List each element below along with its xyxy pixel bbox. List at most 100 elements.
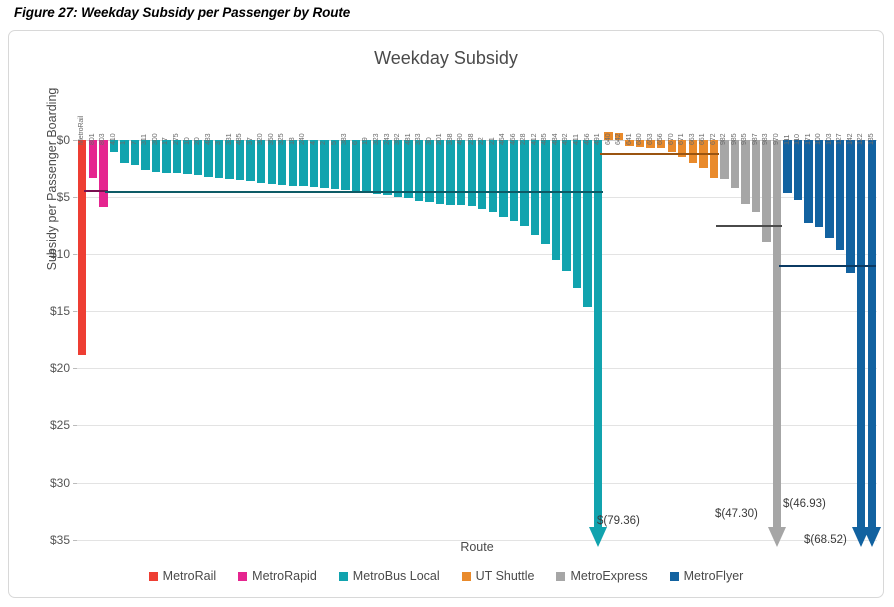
x-axis-title: Route <box>460 540 494 554</box>
bar[interactable] <box>88 140 97 179</box>
bar[interactable] <box>793 140 803 201</box>
y-axis-tick-mark <box>73 539 77 541</box>
y-axis-tick-label: $15 <box>49 304 70 319</box>
bar[interactable] <box>351 140 361 192</box>
x-axis-tick-label: 642 <box>613 133 623 146</box>
bar[interactable] <box>278 140 287 185</box>
bar[interactable] <box>835 140 845 250</box>
bar[interactable] <box>320 140 329 189</box>
bar[interactable] <box>446 140 455 205</box>
chart-legend: MetroRail MetroRapid MetroBus Local UT Shut… <box>9 569 883 583</box>
bar[interactable] <box>657 140 666 149</box>
bar[interactable] <box>562 140 571 272</box>
bar[interactable] <box>488 140 497 212</box>
legend-item[interactable]: MetroBus Local <box>338 569 440 583</box>
bar[interactable] <box>130 140 140 166</box>
bar[interactable] <box>825 140 834 239</box>
bar[interactable] <box>414 140 424 201</box>
bar[interactable] <box>593 140 603 527</box>
bar[interactable] <box>467 140 476 207</box>
bar[interactable] <box>783 140 792 193</box>
bar[interactable] <box>857 140 866 527</box>
bar[interactable] <box>762 140 771 242</box>
x-axis-tick-label: 110 <box>792 134 802 146</box>
bar[interactable] <box>625 140 634 147</box>
bar[interactable] <box>730 140 740 189</box>
bar[interactable] <box>720 140 729 180</box>
legend-item[interactable]: MetroFlyer <box>669 569 743 583</box>
x-axis-tick-label: 483 <box>202 133 212 146</box>
legend-item[interactable]: MetroRail <box>148 569 216 583</box>
x-axis-tick-label: 410 <box>107 133 117 146</box>
x-axis-tick-label: 983 <box>760 133 770 146</box>
bar[interactable] <box>257 140 266 183</box>
bar[interactable] <box>604 131 613 141</box>
bar[interactable] <box>635 140 645 147</box>
bar[interactable] <box>162 140 171 173</box>
bar[interactable] <box>741 140 750 205</box>
bar[interactable] <box>193 140 203 175</box>
bar[interactable] <box>120 140 129 163</box>
bar[interactable] <box>425 140 434 203</box>
bar[interactable] <box>646 140 655 148</box>
gridline <box>77 197 877 199</box>
legend-item[interactable]: MetroRapid <box>238 569 317 583</box>
bar[interactable] <box>109 140 119 153</box>
x-axis-tick-label: 338 <box>444 133 454 146</box>
bar[interactable] <box>846 140 855 273</box>
bar[interactable] <box>78 140 87 355</box>
bar[interactable] <box>751 140 761 212</box>
bar[interactable] <box>709 140 719 178</box>
bar[interactable] <box>551 140 561 260</box>
bar[interactable] <box>530 140 540 235</box>
x-axis-tick-label: 311 <box>139 134 149 146</box>
bar[interactable] <box>814 140 824 227</box>
bar[interactable] <box>678 140 687 158</box>
bar[interactable] <box>457 140 466 206</box>
bar[interactable] <box>288 140 297 186</box>
y-axis-tick-mark <box>73 425 77 427</box>
x-axis-tick-label: 466 <box>581 133 591 146</box>
bar[interactable] <box>362 140 371 193</box>
x-axis-tick-label: 300 <box>149 133 159 146</box>
bar[interactable] <box>246 140 255 182</box>
bar[interactable] <box>404 140 413 199</box>
bar[interactable] <box>667 140 676 153</box>
legend-swatch <box>556 571 566 581</box>
bar[interactable] <box>372 140 382 194</box>
bar[interactable] <box>172 140 182 174</box>
bar[interactable] <box>341 140 350 191</box>
bar[interactable] <box>383 140 392 195</box>
bar[interactable] <box>583 140 592 307</box>
bar[interactable] <box>183 140 192 175</box>
bar[interactable] <box>141 140 150 170</box>
bar[interactable] <box>393 140 403 197</box>
bar[interactable] <box>99 140 108 208</box>
bar[interactable] <box>614 133 624 141</box>
bar[interactable] <box>435 140 445 205</box>
bar[interactable] <box>867 140 876 527</box>
bar[interactable] <box>309 140 319 187</box>
bar[interactable] <box>688 140 697 163</box>
x-axis-tick-label: 19 <box>360 137 370 146</box>
bar[interactable] <box>204 140 213 177</box>
legend-item[interactable]: UT Shuttle <box>461 569 534 583</box>
x-axis-tick-label: 3 <box>213 141 223 146</box>
bar[interactable] <box>225 140 234 179</box>
bar[interactable] <box>299 140 308 187</box>
bar[interactable] <box>520 140 529 226</box>
bar[interactable] <box>572 140 582 289</box>
bar[interactable] <box>214 140 224 178</box>
bar[interactable] <box>151 140 161 173</box>
bar[interactable] <box>267 140 276 185</box>
x-axis-tick-label: 323 <box>371 133 380 146</box>
bar[interactable] <box>499 140 508 217</box>
x-axis-tick-label: 135 <box>865 133 875 146</box>
bar[interactable] <box>509 140 519 222</box>
bar[interactable] <box>235 140 245 181</box>
bar[interactable] <box>330 140 340 190</box>
legend-item[interactable]: MetroExpress <box>556 569 648 583</box>
bar[interactable] <box>478 140 487 209</box>
bar[interactable] <box>804 140 813 224</box>
bar[interactable] <box>772 140 782 527</box>
